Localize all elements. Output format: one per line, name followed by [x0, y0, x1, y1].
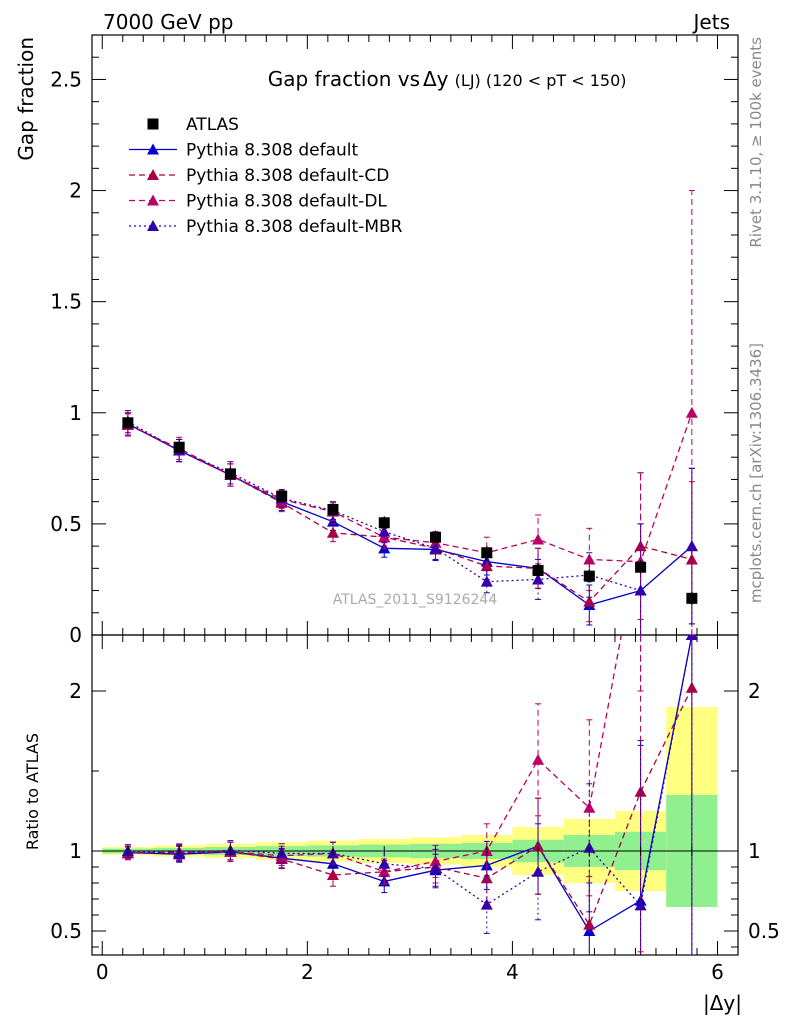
ratio-frame	[91, 634, 739, 956]
ratio-series-line	[127, 687, 693, 927]
y-axis-label-ratio: Ratio to ATLAS	[23, 733, 42, 850]
atlas-point	[635, 561, 647, 573]
ratio-y-tick-label-right: 0.5	[748, 919, 780, 943]
ratio-series-line	[127, 635, 693, 932]
ratio-point	[326, 869, 339, 880]
main-series-line	[127, 421, 693, 592]
ratio-point	[583, 801, 596, 813]
legend-marker-atlas	[147, 118, 159, 130]
ratio-y-tick-label-right: 1	[748, 839, 761, 863]
x-tick-label: 6	[711, 960, 724, 984]
atlas-point	[532, 565, 544, 577]
main-y-tick-label: 0	[69, 623, 82, 647]
plot-title-sub: (LJ) (120 < pT < 150)	[455, 71, 627, 90]
y-axis-label-main: Gap fraction	[14, 37, 38, 161]
main-y-tick-label: 1	[69, 401, 82, 425]
ratio-point	[532, 865, 545, 877]
atlas-point	[276, 490, 288, 502]
watermark: ATLAS_2011_S9126244	[333, 592, 498, 608]
ratio-point	[583, 918, 596, 930]
main-y-tick-label: 0.5	[50, 512, 82, 536]
ratio-point	[480, 898, 493, 910]
atlas-point	[327, 503, 339, 515]
main-point	[378, 525, 391, 537]
plot-title-delta: Δy	[423, 67, 449, 91]
ratio-series-line	[127, 635, 622, 873]
ratio-point	[686, 45, 698, 56]
main-point	[685, 553, 698, 565]
legend-label: Pythia 8.308 default-DL	[186, 192, 387, 212]
x-tick-label: 4	[506, 960, 519, 984]
main-point	[429, 542, 442, 554]
header-left: 7000 GeV pp	[103, 10, 234, 34]
atlas-point	[122, 417, 134, 429]
main-point	[583, 595, 596, 607]
legend: ATLAS Pythia 8.308 default Pythia 8.308 de…	[129, 115, 403, 237]
rivet-label: Rivet 3.1.10, ≥ 100k events	[747, 37, 765, 248]
ratio-point	[685, 635, 698, 640]
ratio-point	[532, 753, 545, 765]
main-point	[583, 553, 596, 565]
legend-label: Pythia 8.308 default-CD	[186, 166, 389, 186]
main-series-line	[127, 423, 693, 603]
atlas-point	[173, 441, 185, 453]
main-series-line	[127, 423, 693, 606]
atlas-point	[224, 468, 236, 480]
ratio-point	[378, 857, 391, 869]
legend-label: ATLAS	[186, 115, 239, 135]
main-y-tick-label: 2	[69, 179, 82, 203]
ratio-y-tick-label: 1	[69, 839, 82, 863]
ratio-point	[685, 681, 698, 693]
legend-label: Pythia 8.308 default	[186, 141, 359, 161]
x-tick-label: 0	[96, 960, 109, 984]
main-point	[480, 575, 493, 587]
legend-marker	[147, 143, 159, 155]
atlas-point	[378, 517, 390, 529]
main-point	[532, 573, 545, 585]
main-point	[685, 406, 698, 418]
ratio-point	[634, 899, 647, 911]
main-series-line	[127, 412, 693, 563]
plot-frames	[91, 34, 739, 956]
legend-marker	[147, 194, 159, 206]
header-right: Jets	[692, 10, 730, 34]
main-point	[685, 540, 698, 552]
ratio-uncertainty-bands	[102, 707, 718, 907]
atlas-point	[686, 592, 698, 604]
x-axis-label: |Δy|	[703, 991, 742, 1015]
main-y-tick-label: 2.5	[50, 67, 82, 91]
atlas-point	[583, 570, 595, 582]
ratio-y-tick-label-right: 2	[748, 679, 761, 703]
main-point	[326, 526, 339, 538]
legend-label: Pythia 8.308 default-MBR	[186, 217, 403, 237]
main-panel-series	[121, 190, 698, 635]
main-point	[634, 584, 647, 596]
plot-title-main: Gap fraction vs	[268, 67, 420, 91]
mcplots-label: mcplots.cern.ch [arXiv:1306.3436]	[747, 343, 765, 603]
ratio-point	[634, 785, 647, 797]
ratio-y-tick-label: 2	[69, 679, 82, 703]
main-point	[532, 533, 545, 545]
axis-ticks: 00.511.522.50 2 4 60.5 0.51 12 20	[50, 35, 780, 984]
ratio-point	[429, 862, 442, 874]
legend-marker	[147, 220, 159, 231]
legend-marker	[147, 169, 159, 180]
ratio-point	[532, 840, 545, 852]
atlas-point	[481, 547, 493, 559]
ratio-panel-series	[121, 45, 698, 955]
atlas-point	[430, 531, 442, 543]
x-tick-label: 2	[301, 960, 314, 984]
main-y-tick-label: 1.5	[50, 290, 82, 314]
ratio-y-tick-label: 0.5	[50, 919, 82, 943]
